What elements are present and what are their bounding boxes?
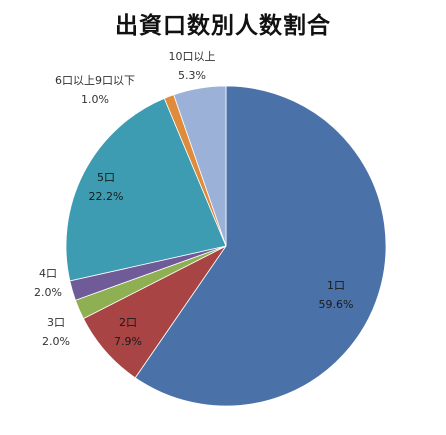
slice-label-2: 2口	[119, 316, 137, 329]
pie-slice-5	[65, 97, 227, 282]
slice-value-6: 1.0%	[81, 93, 109, 106]
pie-slice-7	[173, 85, 227, 247]
slice-value-7: 5.3%	[178, 69, 206, 82]
slice-label-6: 6口以上9口以下	[55, 74, 135, 87]
slice-label-3: 3口	[47, 316, 65, 329]
slice-value-5: 22.2%	[89, 190, 124, 203]
slice-label-1: 1口	[327, 279, 345, 292]
chart-title: 出資口数別人数割合	[115, 13, 331, 39]
slice-value-1: 59.6%	[319, 298, 354, 311]
slice-label-4: 4口	[39, 267, 57, 280]
slice-label-7: 10口以上	[169, 50, 216, 63]
slice-label-5: 5口	[97, 171, 115, 184]
slice-value-3: 2.0%	[42, 335, 70, 348]
pie-slice-1	[134, 85, 387, 407]
slice-value-4: 2.0%	[34, 286, 62, 299]
slice-value-2: 7.9%	[114, 335, 142, 348]
